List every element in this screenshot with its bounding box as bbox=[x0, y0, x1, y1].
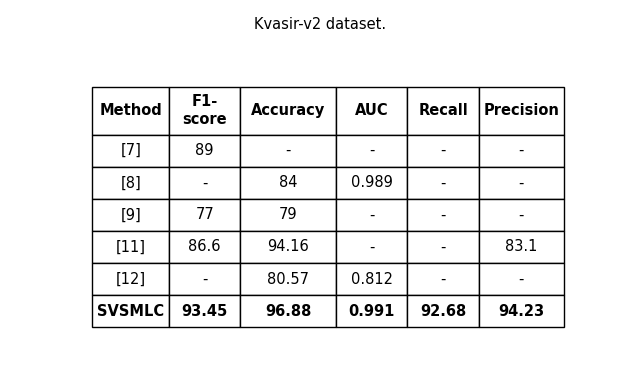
Text: -: - bbox=[285, 143, 291, 158]
Bar bbox=[408, 87, 479, 135]
Text: 0.991: 0.991 bbox=[349, 304, 395, 319]
Bar bbox=[479, 135, 564, 167]
Bar bbox=[92, 135, 169, 167]
Text: -: - bbox=[518, 208, 524, 223]
Bar bbox=[336, 263, 408, 295]
Text: 94.23: 94.23 bbox=[498, 304, 544, 319]
Bar bbox=[241, 263, 336, 295]
Text: Kvasir-v2 dataset.: Kvasir-v2 dataset. bbox=[254, 17, 386, 32]
Text: 0.812: 0.812 bbox=[351, 272, 393, 286]
Bar bbox=[169, 87, 241, 135]
Bar bbox=[169, 295, 241, 327]
Text: F1-
score: F1- score bbox=[182, 95, 227, 127]
Text: 94.16: 94.16 bbox=[268, 239, 309, 254]
Text: Method: Method bbox=[99, 103, 162, 118]
Bar bbox=[92, 87, 169, 135]
Bar bbox=[336, 199, 408, 231]
Text: Precision: Precision bbox=[483, 103, 559, 118]
Bar bbox=[408, 167, 479, 199]
Bar bbox=[241, 87, 336, 135]
Bar bbox=[169, 231, 241, 263]
Text: -: - bbox=[440, 239, 445, 254]
Text: -: - bbox=[369, 143, 374, 158]
Bar bbox=[479, 199, 564, 231]
Bar bbox=[336, 231, 408, 263]
Bar bbox=[92, 167, 169, 199]
Bar bbox=[241, 199, 336, 231]
Text: -: - bbox=[518, 272, 524, 286]
Text: 93.45: 93.45 bbox=[182, 304, 228, 319]
Text: -: - bbox=[440, 143, 445, 158]
Text: Accuracy: Accuracy bbox=[251, 103, 325, 118]
Bar bbox=[336, 295, 408, 327]
Text: -: - bbox=[202, 272, 207, 286]
Bar bbox=[336, 87, 408, 135]
Bar bbox=[408, 263, 479, 295]
Bar bbox=[479, 87, 564, 135]
Bar bbox=[336, 167, 408, 199]
Text: Recall: Recall bbox=[418, 103, 468, 118]
Text: [7]: [7] bbox=[120, 143, 141, 158]
Bar bbox=[241, 135, 336, 167]
Bar bbox=[408, 295, 479, 327]
Text: 92.68: 92.68 bbox=[420, 304, 466, 319]
Bar bbox=[408, 231, 479, 263]
Bar bbox=[479, 295, 564, 327]
Text: AUC: AUC bbox=[355, 103, 388, 118]
Text: 86.6: 86.6 bbox=[188, 239, 221, 254]
Text: -: - bbox=[440, 175, 445, 190]
Text: [11]: [11] bbox=[116, 239, 146, 254]
Bar bbox=[408, 199, 479, 231]
Text: -: - bbox=[518, 143, 524, 158]
Text: 0.989: 0.989 bbox=[351, 175, 393, 190]
Text: 96.88: 96.88 bbox=[265, 304, 312, 319]
Text: -: - bbox=[369, 239, 374, 254]
Bar bbox=[479, 167, 564, 199]
Text: 84: 84 bbox=[279, 175, 298, 190]
Text: 79: 79 bbox=[279, 208, 298, 223]
Bar bbox=[479, 231, 564, 263]
Bar bbox=[92, 295, 169, 327]
Text: -: - bbox=[202, 175, 207, 190]
Bar bbox=[241, 167, 336, 199]
Text: 89: 89 bbox=[195, 143, 214, 158]
Text: SVSMLC: SVSMLC bbox=[97, 304, 164, 319]
Text: 83.1: 83.1 bbox=[505, 239, 538, 254]
Bar bbox=[241, 295, 336, 327]
Text: -: - bbox=[369, 208, 374, 223]
Bar bbox=[169, 263, 241, 295]
Bar bbox=[336, 135, 408, 167]
Bar bbox=[479, 263, 564, 295]
Text: [9]: [9] bbox=[120, 208, 141, 223]
Bar bbox=[92, 231, 169, 263]
Bar bbox=[169, 199, 241, 231]
Bar bbox=[92, 263, 169, 295]
Text: 77: 77 bbox=[195, 208, 214, 223]
Bar bbox=[241, 231, 336, 263]
Bar bbox=[408, 135, 479, 167]
Bar bbox=[169, 167, 241, 199]
Bar bbox=[169, 135, 241, 167]
Text: -: - bbox=[440, 208, 445, 223]
Text: [8]: [8] bbox=[120, 175, 141, 190]
Text: -: - bbox=[440, 272, 445, 286]
Text: [12]: [12] bbox=[116, 272, 146, 286]
Text: 80.57: 80.57 bbox=[268, 272, 309, 286]
Text: -: - bbox=[518, 175, 524, 190]
Bar bbox=[92, 199, 169, 231]
